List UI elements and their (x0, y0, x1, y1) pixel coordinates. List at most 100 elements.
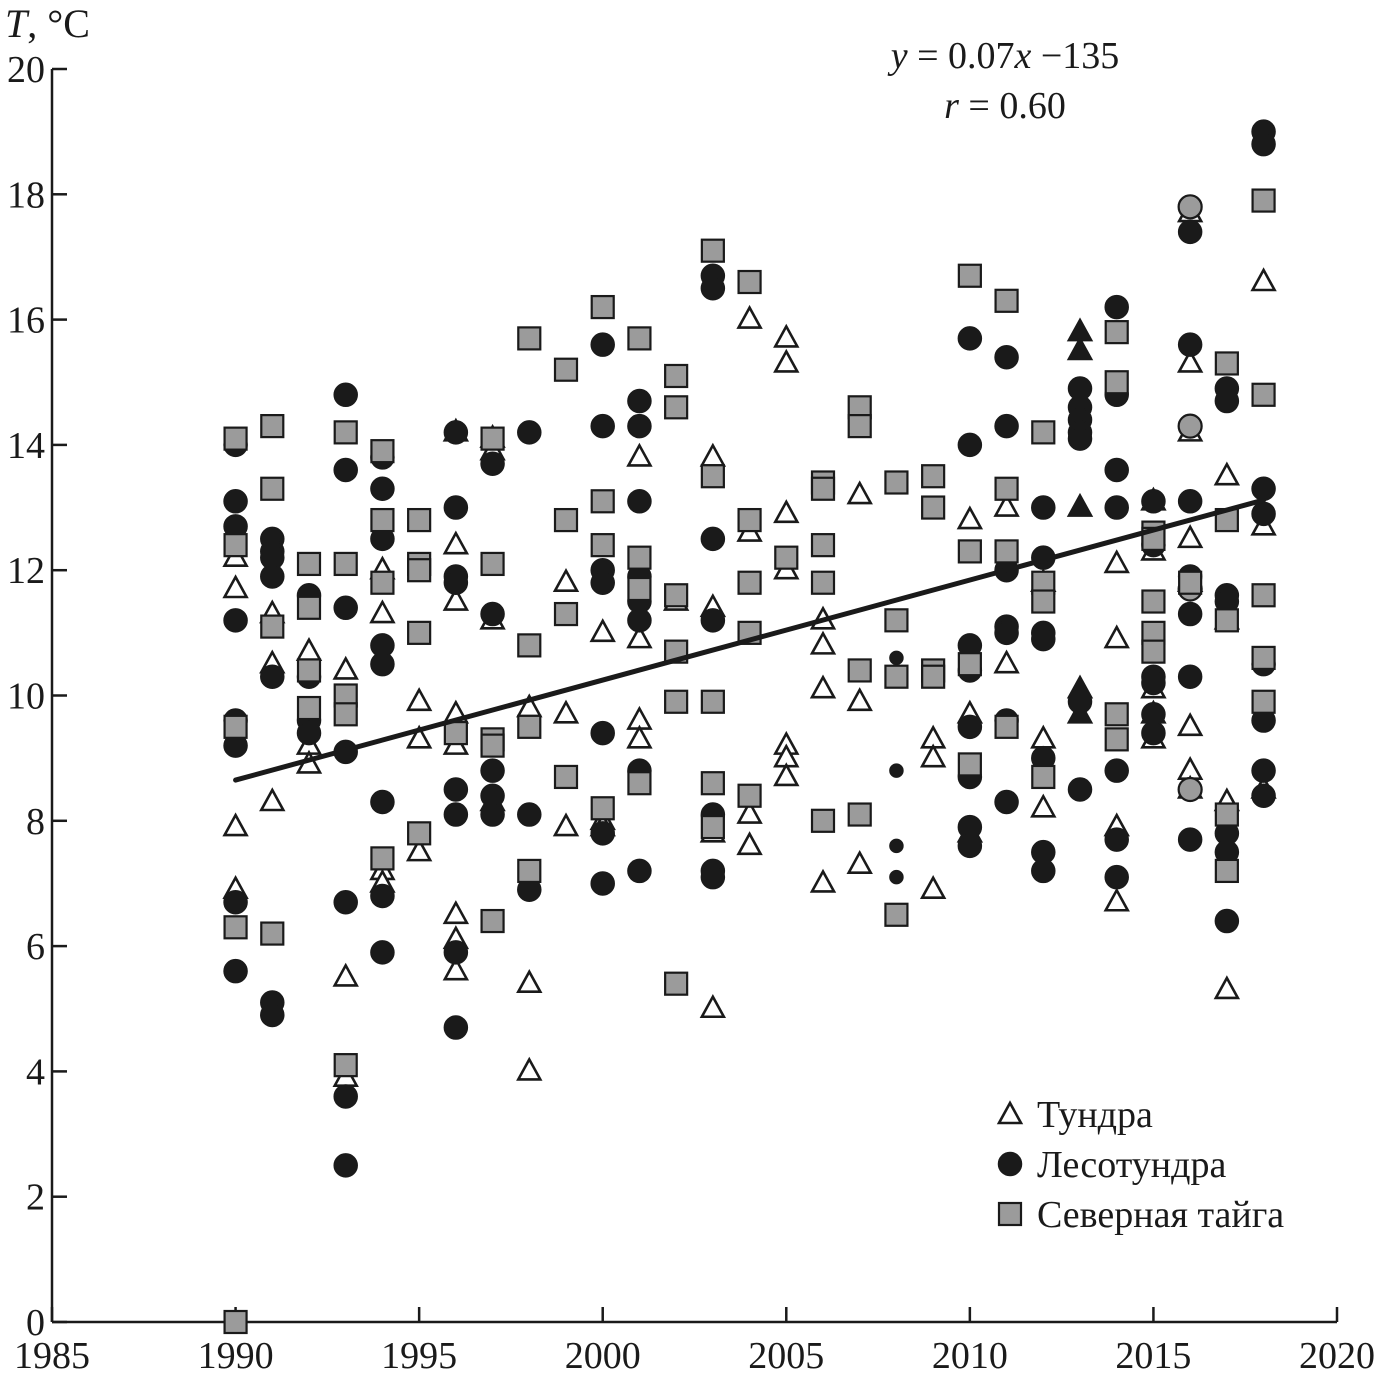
square-point (994, 714, 1019, 739)
triangle-point (405, 687, 433, 712)
x-tick-label: 1995 (381, 1335, 457, 1377)
circle-point (223, 889, 248, 915)
circle-point (370, 883, 395, 909)
triangle-point (259, 787, 286, 812)
circle-point (700, 526, 726, 552)
square-point (1251, 689, 1276, 714)
square-point (407, 620, 432, 645)
circle-point (370, 789, 395, 815)
square-point (517, 326, 542, 351)
triangle-point (809, 630, 837, 655)
triangle-point (442, 900, 470, 925)
triangle-point (1103, 887, 1130, 912)
legend: Тундра Лесотундра Северная тайга (996, 1094, 1284, 1236)
x-tick-label: 2010 (932, 1335, 1008, 1377)
x-tick-label: 1985 (14, 1335, 90, 1377)
circle-point (443, 495, 469, 520)
square-point (994, 476, 1019, 501)
circle-point (480, 451, 505, 476)
triangle-point (699, 442, 727, 467)
square-point (737, 783, 762, 808)
circle-point (1141, 670, 1166, 696)
circle-point (627, 858, 652, 884)
square-point (407, 821, 432, 846)
circle-point (223, 489, 248, 514)
circle-point (443, 1015, 469, 1040)
circle-point (1251, 476, 1276, 502)
square-point (700, 771, 725, 796)
circle-point (700, 276, 726, 301)
circle-point (994, 620, 1019, 646)
triangle-point (809, 674, 837, 699)
circle-point (443, 940, 469, 965)
circle-point (1141, 489, 1166, 514)
square-point (884, 608, 909, 633)
square-point (700, 238, 725, 263)
square-point (370, 439, 395, 464)
circle-point (1104, 495, 1129, 520)
square-point (590, 796, 615, 821)
circle-point (443, 777, 469, 802)
y-tick-label: 18 (7, 174, 45, 216)
x-tick-label: 1990 (198, 1335, 274, 1377)
circle-point (1067, 426, 1093, 451)
square-point (957, 752, 982, 777)
x-tick-label: 2015 (1115, 1335, 1191, 1377)
gray-circle-point (1177, 776, 1203, 803)
square-point (296, 658, 322, 683)
square-point (443, 720, 468, 746)
filled-triangle-point (1066, 492, 1094, 517)
square-point (1214, 802, 1239, 827)
circle-point (1214, 388, 1240, 414)
circle-point (590, 570, 615, 595)
circle-point (370, 651, 395, 677)
triangle-point (552, 812, 580, 837)
circle-point (260, 664, 285, 689)
circle-point (1031, 858, 1056, 884)
x-tick-label: 2020 (1299, 1335, 1375, 1377)
triangle-point (1030, 724, 1057, 749)
circle-point (480, 758, 505, 783)
square-point (480, 908, 505, 934)
circle-point (957, 714, 983, 740)
triangle-point (1213, 975, 1241, 1000)
triangle-point (1103, 624, 1130, 649)
circle-point (223, 958, 248, 984)
triangle-point (919, 875, 947, 900)
square-point (664, 971, 689, 996)
square-point (370, 570, 395, 595)
square-point (921, 664, 946, 689)
square-point (664, 583, 689, 608)
circle-point (296, 720, 322, 746)
triangle-point (552, 699, 580, 724)
square-point (296, 595, 322, 620)
circle-point (443, 570, 469, 595)
square-point (1251, 188, 1276, 213)
regression-equation: y = 0.07x −135 (887, 35, 1120, 77)
triangle-point (993, 649, 1020, 674)
triangle-point (295, 636, 323, 661)
circle-point (627, 388, 652, 414)
square-point (333, 420, 358, 445)
square-point (1251, 645, 1276, 671)
circle-point (1104, 827, 1129, 852)
circle-point (957, 432, 983, 458)
circle-point (333, 889, 358, 915)
square-point (333, 551, 358, 577)
legend-label-tundra: Тундра (1037, 1094, 1153, 1136)
circle-point (1251, 501, 1276, 527)
circle-point (1251, 758, 1276, 783)
circle-point (957, 326, 983, 351)
square-point (1178, 570, 1203, 595)
circle-point (590, 332, 615, 357)
square-point (847, 802, 872, 827)
square-point (1214, 351, 1239, 376)
circle-point (370, 476, 395, 502)
square-point (480, 551, 505, 577)
circle-point (370, 940, 395, 965)
square-point (1031, 764, 1056, 790)
small-circle-point (889, 763, 904, 778)
square-point (1031, 420, 1056, 445)
square-point (884, 902, 909, 927)
